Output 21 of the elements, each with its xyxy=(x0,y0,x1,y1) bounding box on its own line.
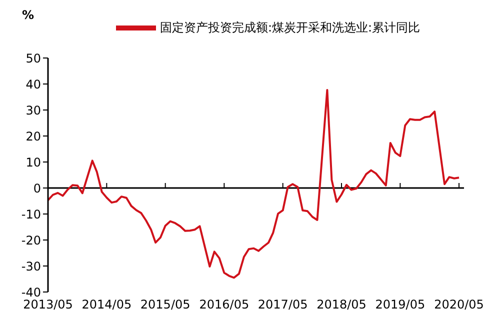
y-tick-label: 20 xyxy=(26,129,41,144)
x-tick-label: 2014/05 xyxy=(82,298,132,312)
legend-label: 固定资产投资完成额:煤炭开采和洗选业:累计同比 xyxy=(160,20,420,34)
y-tick-label: 10 xyxy=(26,155,41,170)
y-tick-label: -10 xyxy=(21,207,41,222)
y-tick-label: 0 xyxy=(33,181,41,196)
y-tick-label: -30 xyxy=(21,259,41,274)
y-axis-title: % xyxy=(22,8,34,22)
y-tick-label: 40 xyxy=(26,77,41,92)
x-tick-label: 2018/05 xyxy=(316,298,366,312)
x-tick-label: 2015/05 xyxy=(140,298,190,312)
x-tick-label: 2017/05 xyxy=(258,298,308,312)
y-tick-label: 30 xyxy=(26,103,41,118)
x-tick-label: 2020/05 xyxy=(434,298,484,312)
y-tick-label: 50 xyxy=(26,51,41,66)
y-tick-label: -20 xyxy=(21,233,41,248)
x-tick-label: 2019/05 xyxy=(375,298,426,312)
x-tick-label: 2013/05 xyxy=(23,298,73,312)
x-tick-label: 2016/05 xyxy=(199,298,250,312)
y-tick-label: -40 xyxy=(21,285,41,300)
line-series xyxy=(48,88,460,279)
